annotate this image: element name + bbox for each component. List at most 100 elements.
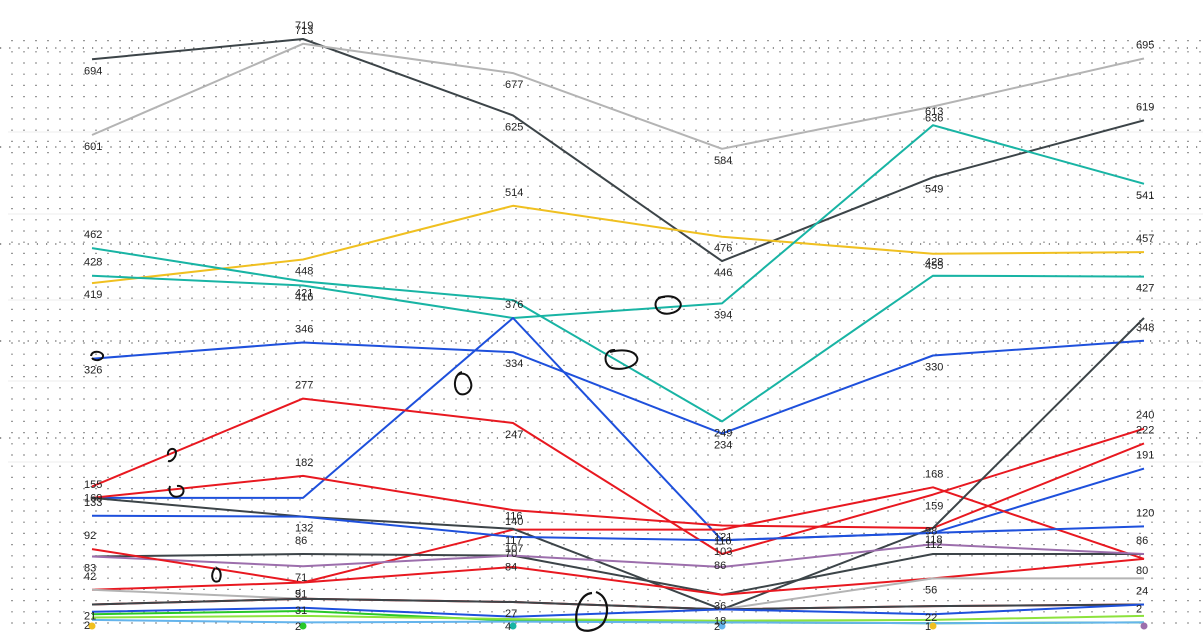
data-label: 140 [505, 516, 523, 528]
series-line-1 [91, 38, 1145, 263]
x-axis-point [718, 622, 726, 630]
series-line-4 [91, 247, 1145, 423]
series-line-9 [91, 442, 1145, 529]
data-label: 51 [295, 589, 307, 601]
data-label: 234 [714, 440, 732, 452]
data-label: 86 [1136, 535, 1148, 547]
annotation-scribble [166, 447, 178, 463]
data-label: 719 [295, 20, 313, 32]
data-label: 247 [505, 429, 523, 441]
data-label: 421 [295, 287, 313, 299]
data-label: 619 [1136, 101, 1154, 113]
data-label: 22 [925, 612, 937, 624]
series-line-6 [91, 339, 1145, 435]
data-label: 118 [925, 534, 943, 546]
data-label: 427 [1136, 283, 1154, 295]
data-label: 448 [295, 265, 313, 277]
data-label: 86 [714, 560, 726, 572]
data-label: 9 [295, 589, 301, 601]
data-label: 416 [295, 292, 313, 304]
data-label: 133 [84, 497, 102, 509]
x-axis-point [929, 622, 937, 630]
data-label: 24 [1136, 585, 1148, 597]
data-label: 80 [1136, 565, 1148, 577]
data-label: 694 [84, 65, 102, 77]
series-line-12 [91, 514, 1145, 542]
series-line-18 [91, 597, 1145, 611]
data-label: 455 [925, 260, 943, 272]
series-line-2 [91, 42, 1145, 150]
x-axis-point [1140, 622, 1148, 630]
data-label: 27 [505, 608, 517, 620]
data-label: 182 [295, 457, 313, 469]
data-label: 330 [925, 361, 943, 373]
annotation-scribble [604, 349, 639, 370]
data-label: 2 [714, 621, 720, 633]
series-line-8 [91, 397, 1145, 555]
data-label: 695 [1136, 39, 1154, 51]
series-line-19 [91, 603, 1145, 618]
data-label: 31 [295, 605, 307, 617]
series-line-7 [92, 317, 1145, 542]
hand-drawn-annotations [90, 295, 682, 632]
data-label: 92 [84, 530, 96, 542]
data-label: 713 [295, 25, 313, 37]
data-label: 83 [84, 562, 96, 574]
data-label: 249 [714, 427, 732, 439]
data-label: 636 [925, 112, 943, 124]
data-label: 116 [505, 511, 523, 523]
data-label: 159 [925, 501, 943, 513]
series-line-14 [91, 543, 1145, 568]
x-axis-point [509, 622, 517, 630]
data-label: 2 [295, 621, 301, 633]
data-label: 98 [925, 525, 937, 537]
data-label: 541 [1136, 190, 1154, 202]
series-line-11 [91, 317, 1145, 611]
data-label: 2 [1136, 603, 1142, 615]
data-label: 71 [295, 572, 307, 584]
data-label: 36 [714, 601, 726, 613]
data-label: 70 [505, 548, 517, 560]
data-label: 2 [84, 620, 90, 632]
data-label: 613 [925, 106, 943, 118]
data-label: 514 [505, 187, 523, 199]
annotation-scribble [454, 371, 473, 396]
data-label: 346 [295, 323, 313, 335]
data-label: 677 [505, 79, 523, 91]
data-label: 168 [925, 468, 943, 480]
data-label: 446 [714, 267, 732, 279]
data-label: 277 [295, 380, 313, 392]
annotation-scribble [90, 350, 105, 362]
data-label: 107 [505, 543, 523, 555]
data-label: 56 [925, 584, 937, 596]
annotation-scribble [211, 567, 222, 583]
data-label: 42 [84, 571, 96, 583]
data-label: 348 [1136, 322, 1154, 334]
data-label: 625 [505, 121, 523, 133]
data-label: 117 [505, 535, 523, 547]
data-label: 120 [1136, 507, 1154, 519]
annotation-scribble [575, 590, 609, 632]
annotation-scribble [654, 295, 682, 315]
data-label: 222 [1136, 424, 1154, 436]
data-label: 326 [84, 365, 102, 377]
series-lines [91, 38, 1145, 625]
data-label: 112 [925, 539, 943, 551]
series-line-5 [91, 124, 1145, 319]
series-line-13 [91, 553, 1144, 596]
data-label: 457 [1136, 233, 1154, 245]
data-label: 601 [84, 141, 102, 153]
data-label: 334 [505, 358, 523, 370]
data-label: 121 [714, 532, 732, 544]
data-label: 584 [714, 155, 732, 167]
data-label: 428 [925, 257, 943, 269]
data-label: 462 [84, 229, 102, 241]
data-label: 4 [505, 621, 511, 633]
series-line-3 [91, 204, 1145, 285]
series-line-10 [91, 486, 1145, 591]
data-label: 86 [295, 535, 307, 547]
data-label: 18 [714, 615, 726, 627]
gridlines [0, 40, 1203, 624]
series-line-22 [91, 618, 1145, 625]
